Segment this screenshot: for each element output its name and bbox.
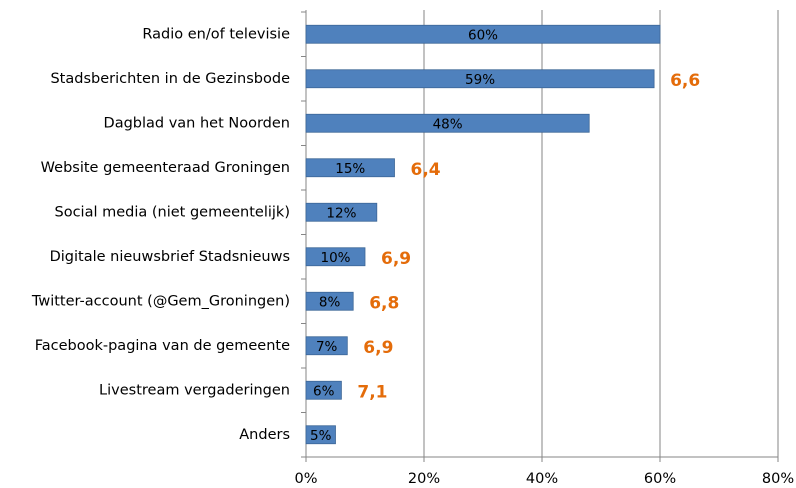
data-label: 6%	[313, 383, 335, 399]
data-label: 48%	[433, 116, 463, 132]
data-label: 15%	[335, 161, 365, 177]
score-annotation: 7,1	[357, 382, 387, 402]
bar	[305, 380, 342, 400]
x-tick-label: 20%	[408, 471, 440, 487]
y-tick-label: Dagblad van het Noorden	[104, 115, 290, 131]
bar	[305, 247, 366, 267]
y-tick-label: Livestream vergaderingen	[99, 382, 290, 398]
bar	[305, 291, 354, 311]
y-tick-label: Anders	[239, 427, 290, 443]
x-tick-label: 80%	[762, 471, 794, 487]
y-tick-label: Radio en/of televisie	[142, 26, 290, 42]
data-label: 8%	[319, 294, 341, 310]
x-tick-label: 0%	[294, 471, 317, 487]
data-label: 10%	[320, 250, 350, 266]
score-annotation: 6,9	[363, 338, 393, 358]
score-annotation: 6,4	[411, 160, 441, 180]
score-annotation: 6,9	[381, 249, 411, 269]
score-annotation: 6,6	[670, 71, 700, 91]
y-tick-label: Social media (niet gemeentelijk)	[55, 204, 291, 220]
bar	[305, 113, 590, 133]
y-tick-label: Website gemeenteraad Groningen	[41, 160, 290, 176]
data-label: 12%	[326, 205, 356, 221]
data-label: 59%	[465, 72, 495, 88]
bar	[305, 24, 661, 44]
x-tick-label: 60%	[644, 471, 676, 487]
score-annotation: 6,8	[369, 293, 399, 313]
x-tick-label: 40%	[526, 471, 558, 487]
data-label: 7%	[316, 339, 338, 355]
bar	[305, 425, 336, 445]
bar	[305, 202, 378, 222]
y-tick-label: Stadsberichten in de Gezinsbode	[50, 71, 290, 87]
data-label: 60%	[468, 27, 498, 43]
y-tick-label: Facebook-pagina van de gemeente	[35, 338, 290, 354]
data-label: 5%	[310, 428, 332, 444]
bar	[305, 69, 655, 89]
y-tick-label: Twitter-account (@Gem_Groningen)	[31, 293, 290, 309]
bar	[305, 336, 348, 356]
y-tick-label: Digitale nieuwsbrief Stadsnieuws	[50, 249, 290, 265]
bar	[305, 158, 395, 178]
